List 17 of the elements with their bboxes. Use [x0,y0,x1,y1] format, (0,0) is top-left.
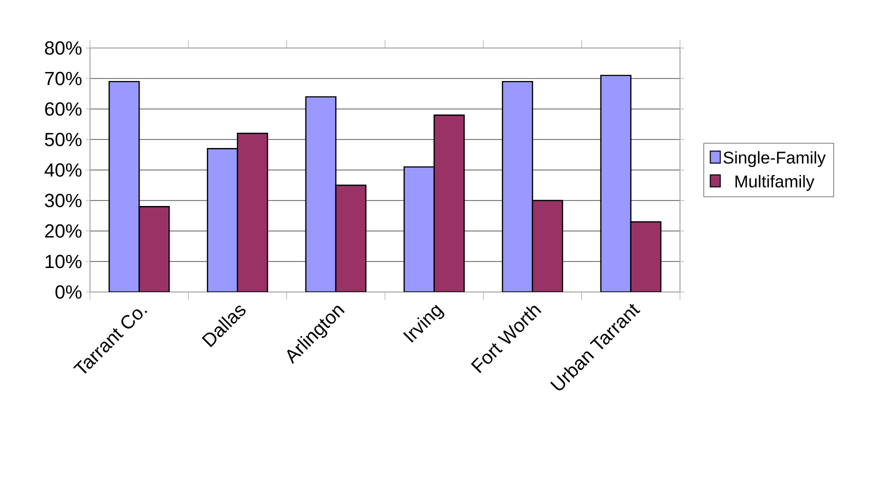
bar [108,80,140,292]
y-tick-label: 60% [45,102,82,116]
bar [206,148,238,292]
y-tick-label: 20% [45,224,82,238]
y-tick-label: 10% [46,254,82,268]
bar [502,80,534,292]
y-tick-label: 80% [45,41,82,55]
y-tick-label: 0% [55,285,82,299]
legend-label: Single-Family [724,151,826,168]
y-tick-label: 50% [44,132,82,146]
bar [305,96,336,292]
y-tick-label: 30% [44,194,82,208]
y-tick-label: 40% [44,163,82,177]
bar [600,74,632,292]
bar [404,166,435,292]
y-tick-label: 70% [45,72,82,86]
legend-label: Multifamily [736,175,814,191]
